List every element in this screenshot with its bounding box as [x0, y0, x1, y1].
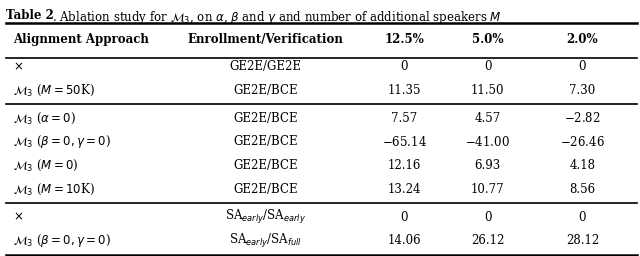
- Text: SA$_{early}$/SA$_{early}$: SA$_{early}$/SA$_{early}$: [225, 208, 306, 226]
- Text: 28.12: 28.12: [566, 234, 599, 247]
- Text: 2.0%: 2.0%: [566, 33, 598, 46]
- Text: $\times$: $\times$: [13, 211, 23, 223]
- Text: $-$26.46: $-$26.46: [560, 135, 605, 149]
- Text: 13.24: 13.24: [388, 183, 421, 196]
- Text: 12.16: 12.16: [388, 159, 421, 172]
- Text: 0: 0: [579, 211, 586, 223]
- Text: 4.18: 4.18: [570, 159, 595, 172]
- Text: Enrollment/Verification: Enrollment/Verification: [188, 33, 344, 46]
- Text: Alignment Approach: Alignment Approach: [13, 33, 148, 46]
- Text: 14.06: 14.06: [388, 234, 421, 247]
- Text: 5.0%: 5.0%: [472, 33, 504, 46]
- Text: $\mathcal{M}_3$ ($\beta = 0, \gamma = 0$): $\mathcal{M}_3$ ($\beta = 0, \gamma = 0$…: [13, 133, 111, 150]
- Text: $\mathcal{M}_3$ ($\alpha = 0$): $\mathcal{M}_3$ ($\alpha = 0$): [13, 110, 76, 126]
- Text: GE2E/BCE: GE2E/BCE: [234, 183, 298, 196]
- Text: 0: 0: [484, 60, 492, 73]
- Text: SA$_{early}$/SA$_{full}$: SA$_{early}$/SA$_{full}$: [229, 232, 302, 250]
- Text: GE2E/GE2E: GE2E/GE2E: [230, 60, 301, 73]
- Text: 11.35: 11.35: [388, 84, 421, 97]
- Text: GE2E/BCE: GE2E/BCE: [234, 112, 298, 124]
- Text: 6.93: 6.93: [474, 159, 501, 172]
- Text: 11.50: 11.50: [471, 84, 504, 97]
- Text: $-$2.82: $-$2.82: [564, 111, 600, 125]
- Text: 4.57: 4.57: [474, 112, 501, 124]
- Text: Table 2: Table 2: [6, 9, 54, 22]
- Text: $\mathcal{M}_3$ ($\beta = 0, \gamma = 0$): $\mathcal{M}_3$ ($\beta = 0, \gamma = 0$…: [13, 232, 111, 249]
- Text: 10.77: 10.77: [471, 183, 504, 196]
- Text: $\mathcal{M}_3$ ($M = 50$K): $\mathcal{M}_3$ ($M = 50$K): [13, 83, 95, 98]
- Text: 26.12: 26.12: [471, 234, 504, 247]
- Text: 12.5%: 12.5%: [385, 33, 424, 46]
- Text: 0: 0: [579, 60, 586, 73]
- Text: $\times$: $\times$: [13, 60, 23, 73]
- Text: 0: 0: [484, 211, 492, 223]
- Text: $\mathcal{M}_3$ ($M = 10$K): $\mathcal{M}_3$ ($M = 10$K): [13, 182, 95, 197]
- Text: GE2E/BCE: GE2E/BCE: [234, 135, 298, 148]
- Text: 0: 0: [401, 211, 408, 223]
- Text: $-$65.14: $-$65.14: [382, 135, 427, 149]
- Text: GE2E/BCE: GE2E/BCE: [234, 84, 298, 97]
- Text: 7.57: 7.57: [391, 112, 418, 124]
- Text: 0: 0: [401, 60, 408, 73]
- Text: 8.56: 8.56: [570, 183, 595, 196]
- Text: $\mathcal{M}_3$ ($M = 0$): $\mathcal{M}_3$ ($M = 0$): [13, 158, 78, 173]
- Text: . Ablation study for $\mathcal{M}_3$, on $\alpha$, $\beta$ and $\gamma$ and numb: . Ablation study for $\mathcal{M}_3$, on…: [52, 9, 502, 26]
- Text: $-$41.00: $-$41.00: [465, 135, 510, 149]
- Text: 7.30: 7.30: [569, 84, 596, 97]
- Text: GE2E/BCE: GE2E/BCE: [234, 159, 298, 172]
